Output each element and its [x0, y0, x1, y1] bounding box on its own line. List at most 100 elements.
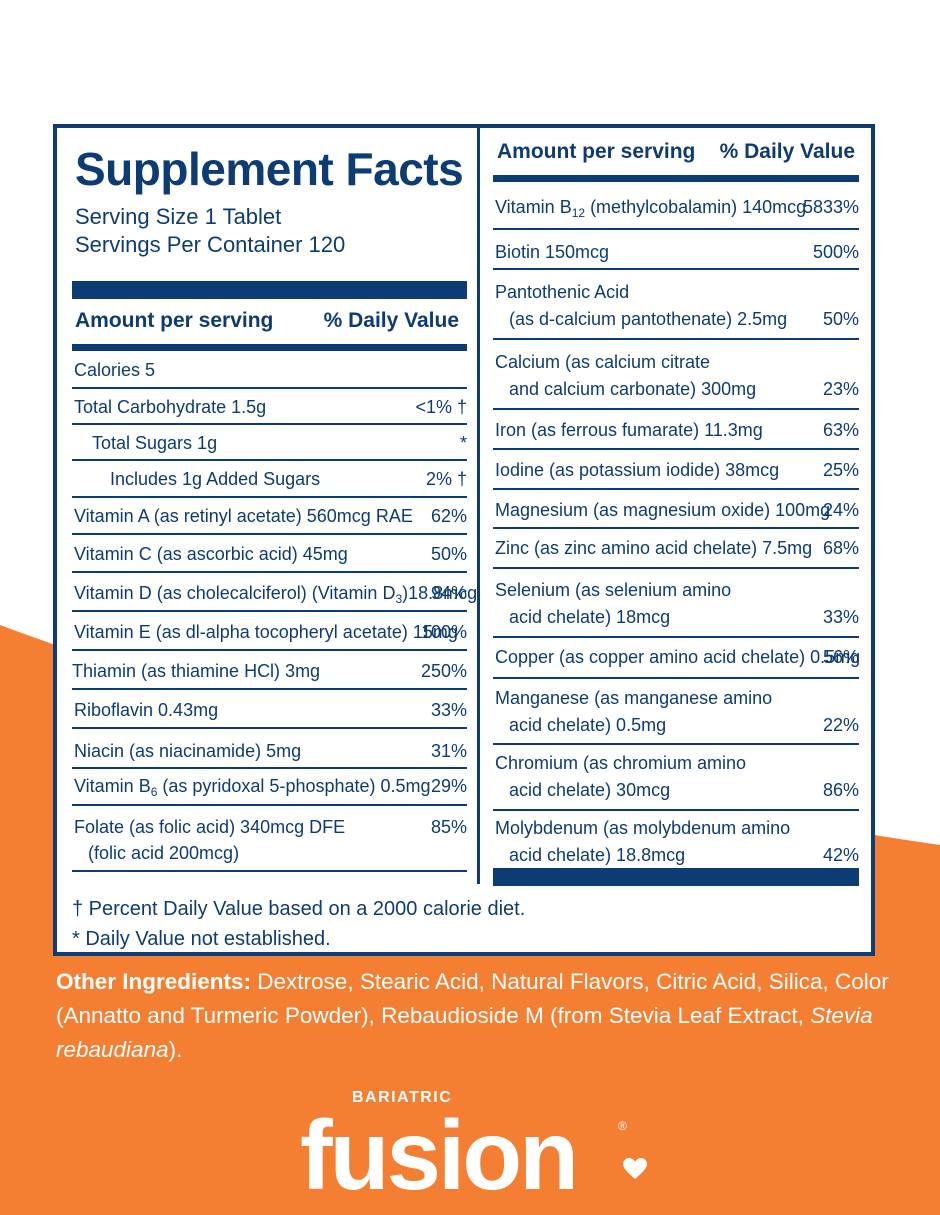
daily-value: 250%	[420, 661, 467, 681]
table-row: Vitamin B12 (methylcobalamin) 140mcg 583…	[493, 182, 859, 230]
daily-value: 63%	[822, 420, 859, 440]
facts-title: Supplement Facts	[75, 143, 464, 195]
table-row: Biotin 150mcg 500%	[493, 230, 859, 270]
daily-value: 33%	[430, 700, 467, 720]
servings-per-container: Servings Per Container 120	[75, 232, 346, 257]
nutrient-label: Total Sugars 1g	[92, 433, 218, 453]
daily-value: 68%	[822, 538, 859, 558]
dv-header-right: % Daily Value	[719, 140, 855, 163]
table-row: Vitamin A (as retinyl acetate) 560mcg RA…	[72, 498, 467, 535]
nutrient-label: Vitamin D (as cholecalciferol) (Vitamin …	[74, 583, 478, 606]
ingredients-italic: Stevia rebaudiana	[56, 1003, 873, 1062]
table-row: Copper (as copper amino acid chelate) 0.…	[493, 638, 861, 679]
supplement-facts-panel: Supplement Facts Serving Size 1 Tablet S…	[53, 124, 875, 956]
nutrient-label: Folate (as folic acid) 340mcg DFE	[74, 817, 346, 837]
nutrient-label: Copper (as copper amino acid chelate) 0.…	[495, 647, 861, 667]
nutrient-label: Vitamin B12 (methylcobalamin) 140mcg	[495, 197, 807, 220]
nutrient-label: Vitamin E (as dl-alpha tocopheryl acetat…	[74, 622, 458, 642]
table-row: Selenium (as selenium amino acid chelate…	[493, 569, 859, 638]
table-row: Niacin (as niacinamide) 5mg 31%	[72, 729, 467, 769]
table-row: Total Sugars 1g *	[72, 425, 467, 461]
amount-header-right: Amount per serving	[497, 140, 696, 163]
daily-value: 24%	[822, 500, 859, 520]
nutrient-label: Total Carbohydrate 1.5g	[74, 397, 267, 417]
daily-value: 85%	[430, 817, 467, 837]
nutrient-label: Vitamin C (as ascorbic acid) 45mg	[74, 544, 348, 564]
daily-value: 50%	[822, 309, 859, 329]
daily-value: 56%	[822, 647, 859, 667]
nutrient-label: Vitamin B6 (as pyridoxal 5-phosphate) 0.…	[74, 776, 431, 799]
nutrient-label: Zinc (as zinc amino acid chelate) 7.5mg	[495, 538, 813, 558]
amount-header: Amount per serving	[75, 309, 274, 332]
table-row: Thiamin (as thiamine HCl) 3mg 250%	[72, 651, 467, 690]
nutrient-label-line2: (folic acid 200mcg)	[88, 843, 240, 863]
nutrient-label: Manganese (as manganese amino	[495, 688, 773, 708]
table-row: Pantothenic Acid (as d-calcium pantothen…	[493, 270, 859, 340]
table-row: Calcium (as calcium citrate and calcium …	[493, 340, 859, 410]
table-row: Vitamin C (as ascorbic acid) 45mg 50%	[72, 535, 467, 573]
table-row: Manganese (as manganese amino acid chela…	[493, 679, 859, 745]
nutrient-label-line2: (as d-calcium pantothenate) 2.5mg	[509, 309, 788, 329]
daily-value: 94%	[430, 583, 467, 603]
left-nutrient-list: Calories 5 Total Carbohydrate 1.5g <1% †…	[72, 353, 477, 883]
nutrient-label: Iodine (as potassium iodide) 38mcg	[495, 460, 780, 480]
header-rule	[72, 344, 467, 351]
nutrient-label: Selenium (as selenium amino	[495, 580, 732, 600]
column-divider	[477, 128, 480, 884]
daily-value: 31%	[430, 741, 467, 761]
table-row: Calories 5	[72, 353, 467, 389]
ingredients-end: ).	[168, 1037, 183, 1062]
footnote-dagger: † Percent Daily Value based on a 2000 ca…	[72, 898, 526, 920]
other-ingredients: Other Ingredients: Dextrose, Stearic Aci…	[56, 965, 896, 1067]
daily-value: 50%	[430, 544, 467, 564]
nutrient-label: Calories 5	[74, 360, 156, 380]
daily-value: 23%	[822, 379, 859, 399]
header-rule-right	[493, 175, 859, 182]
nutrient-label: Includes 1g Added Sugars	[110, 469, 321, 489]
ingredients-text: Dextrose, Stearic Acid, Natural Flavors,…	[56, 969, 889, 1028]
dv-header: % Daily Value	[323, 309, 459, 332]
daily-value: 42%	[822, 845, 859, 865]
nutrient-label: Calcium (as calcium citrate	[495, 352, 711, 372]
table-row: Magnesium (as magnesium oxide) 100mg 24%	[493, 490, 859, 529]
nutrient-label-line2: acid chelate) 30mcg	[509, 780, 671, 800]
table-row: Iron (as ferrous fumarate) 11.3mg 63%	[493, 410, 859, 450]
daily-value: <1% †	[415, 397, 467, 417]
brand-name: fusion	[300, 1100, 579, 1210]
table-row: Vitamin E (as dl-alpha tocopheryl acetat…	[72, 612, 467, 651]
nutrient-label: Biotin 150mcg	[495, 242, 610, 262]
registered-mark: ®	[618, 1119, 627, 1133]
table-row: Total Carbohydrate 1.5g <1% †	[72, 389, 467, 425]
daily-value: 29%	[430, 776, 467, 796]
right-nutrient-list: Vitamin B12 (methylcobalamin) 140mcg 583…	[493, 182, 861, 872]
serving-size: Serving Size 1 Tablet	[75, 204, 282, 229]
nutrient-label: Iron (as ferrous fumarate) 11.3mg	[495, 420, 763, 440]
thick-rule-right	[493, 868, 859, 886]
daily-value: 2% †	[425, 469, 467, 489]
thick-rule	[72, 281, 467, 299]
nutrient-label: Molybdenum (as molybdenum amino	[495, 818, 791, 838]
table-row: Vitamin B6 (as pyridoxal 5-phosphate) 0.…	[72, 769, 467, 806]
nutrient-label: Riboflavin 0.43mg	[74, 700, 219, 720]
table-row: Molybdenum (as molybdenum amino acid che…	[493, 811, 859, 871]
nutrient-label: Niacin (as niacinamide) 5mg	[74, 741, 302, 761]
heart-icon	[623, 1158, 647, 1179]
daily-value: *	[459, 433, 467, 453]
nutrient-label-line2: and calcium carbonate) 300mg	[509, 379, 757, 399]
table-row: Folate (as folic acid) 340mcg DFE (folic…	[72, 806, 467, 872]
ingredients-heading: Other Ingredients:	[56, 969, 252, 994]
nutrient-label-line2: acid chelate) 0.5mg	[509, 715, 667, 735]
table-row: Includes 1g Added Sugars 2% †	[72, 461, 467, 498]
table-row: Vitamin D (as cholecalciferol) (Vitamin …	[72, 573, 477, 612]
nutrient-label: Vitamin A (as retinyl acetate) 560mcg RA…	[74, 506, 413, 526]
table-row: Iodine (as potassium iodide) 38mcg 25%	[493, 450, 859, 490]
brand-logo: BARIATRIC fusion ®	[300, 1085, 660, 1210]
nutrient-label: Chromium (as chromium amino	[495, 753, 747, 773]
daily-value: 5833%	[802, 197, 859, 217]
table-row: Zinc (as zinc amino acid chelate) 7.5mg …	[493, 529, 859, 569]
nutrient-label-line2: acid chelate) 18mcg	[509, 607, 671, 627]
daily-value: 25%	[822, 460, 859, 480]
daily-value: 100%	[420, 622, 467, 642]
table-row: Riboflavin 0.43mg 33%	[72, 690, 467, 729]
daily-value: 33%	[822, 607, 859, 627]
